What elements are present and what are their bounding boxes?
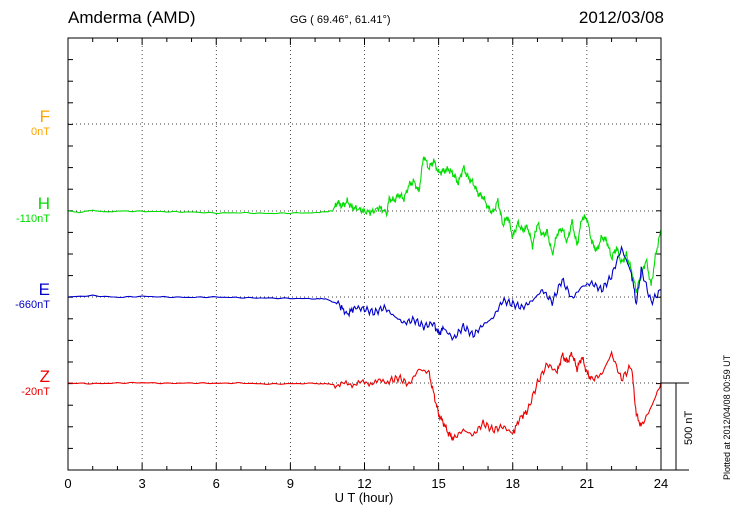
component-label-z: Z -20nT (21, 367, 50, 399)
series-line-e (67, 245, 662, 342)
component-name: Z (39, 367, 50, 386)
grid (68, 38, 661, 470)
x-tick-labels: 0 3 6 9 12 15 18 21 24 (64, 476, 668, 491)
scale-bar (661, 382, 689, 471)
series-group (67, 156, 662, 442)
component-name: H (37, 194, 50, 213)
series-line-h (67, 156, 662, 294)
geographic-coordinates: GG ( 69.46°, 61.41°) (290, 14, 391, 26)
plotted-timestamp: Plotted at 2012/04/08 00:59 UT (722, 354, 730, 480)
plot-frame (67, 37, 662, 471)
station-title: Amderma (AMD) (68, 8, 196, 27)
x-axis-label: U T (hour) (335, 490, 394, 505)
x-tick-label: 6 (213, 476, 220, 491)
x-tick-label: 3 (139, 476, 146, 491)
x-tick-label: 12 (357, 476, 371, 491)
component-label-f: F 0nT (31, 107, 50, 139)
component-baseline: -110nT (15, 213, 50, 225)
component-baseline: -660nT (15, 299, 50, 311)
x-tick-label: 21 (580, 476, 594, 491)
plot-date: 2012/03/08 (578, 8, 664, 27)
x-tick-label: 0 (64, 476, 71, 491)
x-tick-label: 15 (431, 476, 445, 491)
x-tick-label: 24 (654, 476, 668, 491)
component-baseline: -20nT (21, 386, 50, 398)
series-line-z (67, 350, 662, 442)
component-label-h: H -110nT (15, 194, 50, 226)
scale-bar-label: 500 nT (683, 410, 695, 445)
x-tick-label: 18 (506, 476, 520, 491)
component-name: E (38, 280, 50, 299)
x-tick-label: 9 (287, 476, 294, 491)
component-name: F (39, 107, 50, 126)
component-label-e: E -660nT (15, 280, 50, 312)
component-baseline: 0nT (31, 126, 50, 138)
